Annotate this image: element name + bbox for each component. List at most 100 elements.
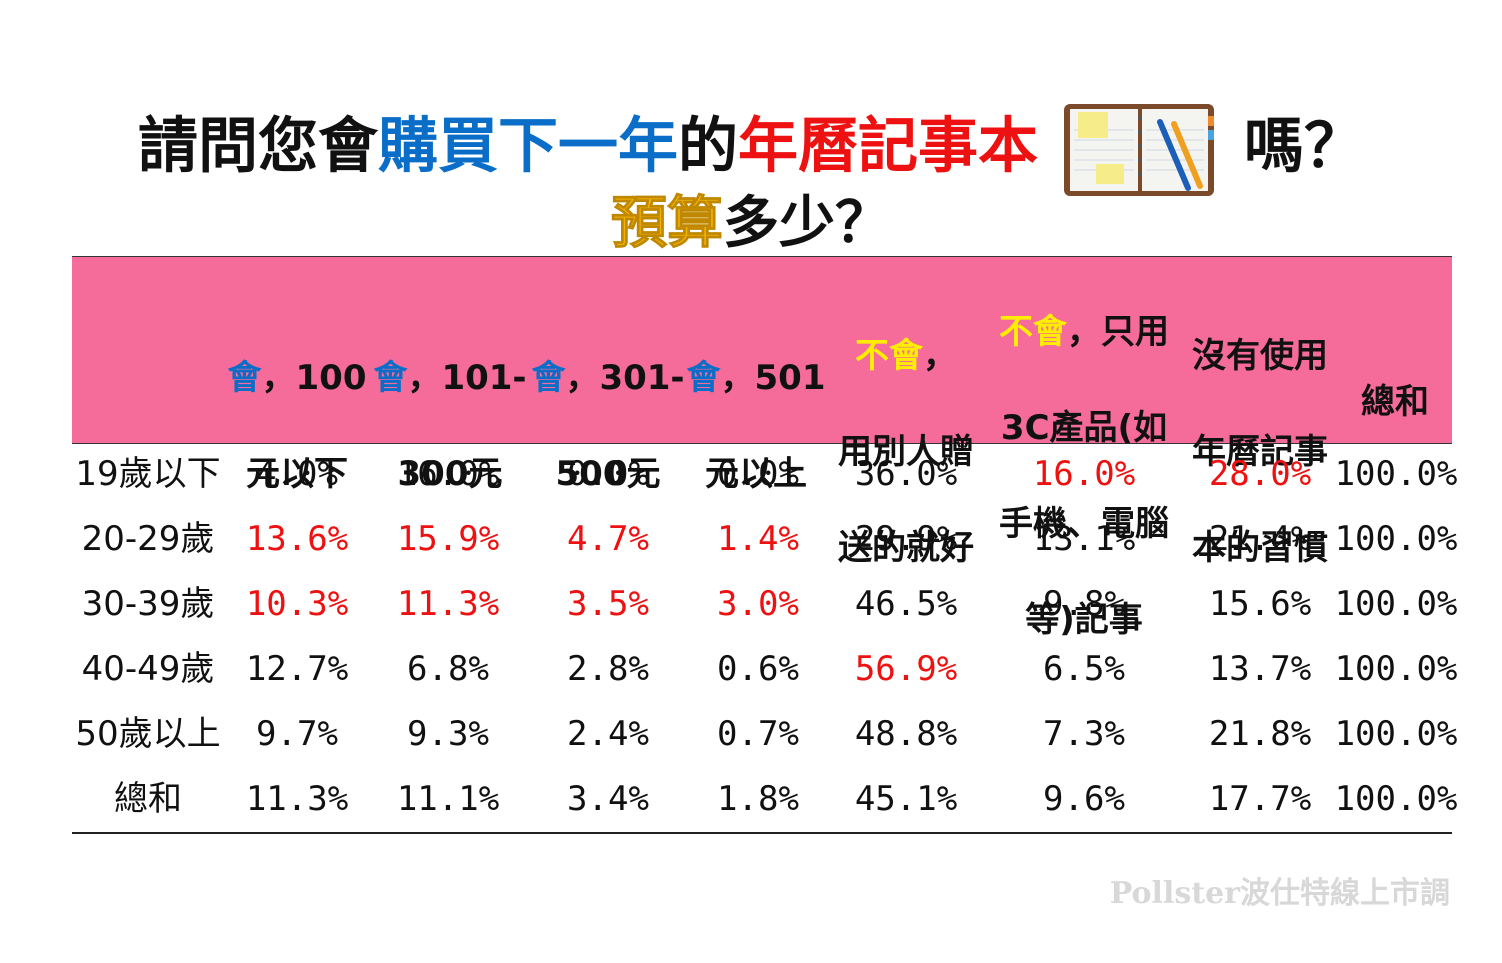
table-cell: 7.3% <box>1043 714 1125 754</box>
header-col-3-line1: ，301- <box>565 358 685 398</box>
row-label: 19歲以下 <box>75 454 221 494</box>
header-col-4-line2: 元以上 <box>705 454 807 494</box>
header-col-2: 會，101- 300元 <box>370 306 530 498</box>
table-cell: 11.3% <box>245 779 349 819</box>
header-col-4-highlight: 會 <box>686 358 721 398</box>
table-cell: 21.8% <box>1208 714 1312 754</box>
header-col-5-line2: 用別人贈 <box>838 432 974 472</box>
table-cell: 6.5% <box>1043 649 1125 689</box>
table-cell: 0.6% <box>717 649 799 689</box>
table-cell: 9.6% <box>1043 779 1125 819</box>
table-cell: 45.1% <box>854 779 958 819</box>
table-cell: 29.9% <box>854 519 958 559</box>
table-cell: 17.7% <box>1208 779 1312 819</box>
title2-part-2: 多少？ <box>723 191 891 256</box>
table-cell: 13.6% <box>245 519 349 559</box>
table-cell: 2.8% <box>567 649 649 689</box>
table-cell: 13.1% <box>1032 519 1136 559</box>
table-cell: 3.5% <box>567 584 649 624</box>
table-cell: 36.0% <box>854 454 958 494</box>
title-part-2: 購買下一年 <box>378 111 678 182</box>
table-cell: 15.6% <box>1208 584 1312 624</box>
table-cell: 0.0% <box>717 454 799 494</box>
table-cell: 9.8% <box>1043 584 1125 624</box>
header-col-6-line1: ，只用 <box>1067 312 1169 352</box>
header-col-1-highlight: 會 <box>227 358 262 398</box>
table-cell: 13.7% <box>1208 649 1312 689</box>
page-title-line1: 請問您會購買下一年的年曆記事本 嗎？ <box>0 100 1502 196</box>
header-col-6: 不會，只用 3C產品(如 手機、電腦 等)記事 <box>984 260 1184 644</box>
row-label: 總和 <box>114 779 182 819</box>
table-header-band <box>72 256 1452 444</box>
table-cell: 46.5% <box>854 584 958 624</box>
table-cell: 100.0% <box>1334 649 1458 689</box>
table-cell: 100.0% <box>1334 584 1458 624</box>
table-cell: 9.7% <box>256 714 338 754</box>
table-cell: 1.4% <box>717 519 799 559</box>
table-cell: 3.0% <box>717 584 799 624</box>
header-col-1: 會，100 元以下 <box>222 306 372 498</box>
table-cell: 21.4% <box>1208 519 1312 559</box>
table-cell: 28.0% <box>1208 454 1312 494</box>
table-cell: 48.8% <box>854 714 958 754</box>
table-cell: 11.3% <box>396 584 500 624</box>
table-cell: 6.8% <box>407 649 489 689</box>
header-col-7-line1: 沒有使用 <box>1192 336 1328 376</box>
table-cell: 4.7% <box>567 519 649 559</box>
row-label: 20-29歲 <box>81 519 215 559</box>
header-col-6-line2: 3C產品(如 <box>1000 408 1168 448</box>
header-col-1-line1: ，100 <box>261 358 367 398</box>
table-cell: 9.3% <box>407 714 489 754</box>
title-part-4: 年曆記事本 <box>738 111 1038 182</box>
header-col-2-highlight: 會 <box>373 358 408 398</box>
header-col-3-line2: 500元 <box>555 454 661 494</box>
table-cell: 100.0% <box>1334 454 1458 494</box>
title-part-1: 請問您會 <box>138 111 378 182</box>
table-cell: 16.0% <box>1032 454 1136 494</box>
header-col-8-line1: 總和 <box>1361 382 1429 422</box>
watermark: Pollster波仕特線上市調 <box>1109 876 1450 911</box>
header-col-6-line3: 手機、電腦 <box>999 504 1169 544</box>
header-col-3-highlight: 會 <box>531 358 566 398</box>
table-cell: 0.7% <box>717 714 799 754</box>
page-title-line2: 預算多少？ <box>0 186 1502 262</box>
header-col-5-line3: 送的就好 <box>838 528 974 568</box>
table-cell: 10.3% <box>245 584 349 624</box>
title-part-3: 的 <box>678 111 738 182</box>
table-cell: 2.4% <box>567 714 649 754</box>
table-cell: 100.0% <box>1334 519 1458 559</box>
header-col-5-line1: ， <box>923 336 957 376</box>
header-col-4-line1: ，501 <box>720 358 826 398</box>
header-col-1-line2: 元以下 <box>246 454 348 494</box>
row-label: 50歲以上 <box>75 714 221 754</box>
header-col-7-line2: 年曆記事 <box>1192 432 1328 472</box>
header-col-7: 沒有使用 年曆記事 本的習慣 <box>1182 284 1338 572</box>
row-label: 40-49歲 <box>81 649 215 689</box>
title-part-5: 嗎？ <box>1244 111 1364 182</box>
table-cell: 15.9% <box>396 519 500 559</box>
header-col-6-highlight: 不會 <box>999 312 1067 352</box>
header-col-5: 不會， 用別人贈 送的就好 <box>828 284 984 572</box>
row-label: 30-39歲 <box>81 584 215 624</box>
table-bottom-border <box>72 832 1452 834</box>
title2-part-1: 預算 <box>611 191 724 257</box>
header-col-2-line1: ，101- <box>407 358 527 398</box>
table-cell: 12.7% <box>245 649 349 689</box>
header-col-5-highlight: 不會 <box>855 336 923 376</box>
table-cell: 11.1% <box>396 779 500 819</box>
table-cell: 4.0% <box>256 454 338 494</box>
header-col-4: 會，501 元以上 <box>686 306 826 498</box>
header-col-2-line2: 300元 <box>397 454 503 494</box>
header-col-3: 會，301- 500元 <box>528 306 688 498</box>
table-cell: 0.0% <box>567 454 649 494</box>
table-cell: 56.9% <box>854 649 958 689</box>
header-col-8: 總和 <box>1342 330 1448 426</box>
table-cell: 100.0% <box>1334 779 1458 819</box>
header-col-7-line3: 本的習慣 <box>1192 528 1328 568</box>
table-cell: 3.4% <box>567 779 649 819</box>
header-col-6-line4: 等)記事 <box>1025 600 1143 640</box>
table-cell: 1.8% <box>717 779 799 819</box>
table-cell: 16.0% <box>396 454 500 494</box>
notebook-with-pens-icon <box>1056 100 1226 200</box>
table-cell: 100.0% <box>1334 714 1458 754</box>
